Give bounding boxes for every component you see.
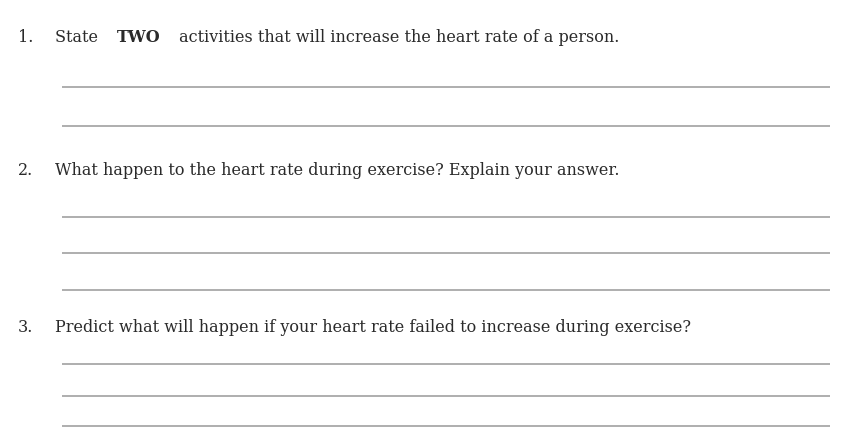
Text: 3.: 3. — [18, 318, 34, 335]
Text: 2.: 2. — [18, 161, 34, 178]
Text: State: State — [55, 29, 103, 46]
Text: TWO: TWO — [117, 29, 161, 46]
Text: activities that will increase the heart rate of a person.: activities that will increase the heart … — [173, 29, 618, 46]
Text: 1.: 1. — [18, 29, 34, 46]
Text: Predict what will happen if your heart rate failed to increase during exercise?: Predict what will happen if your heart r… — [55, 318, 691, 335]
Text: What happen to the heart rate during exercise? Explain your answer.: What happen to the heart rate during exe… — [55, 161, 619, 178]
